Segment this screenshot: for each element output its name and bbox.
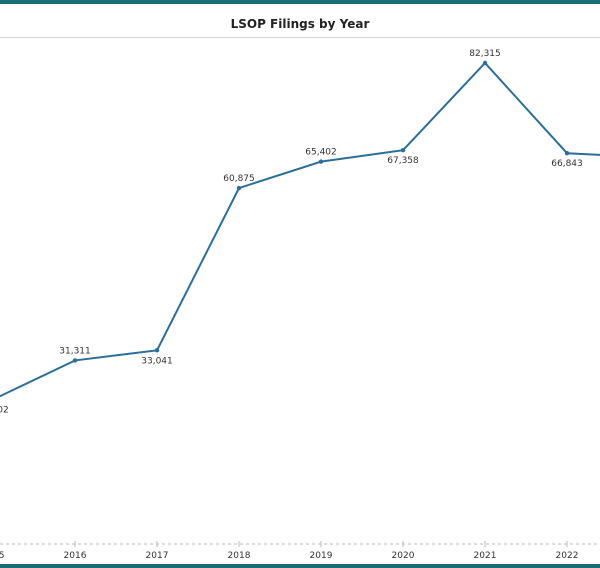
data-label: 67,358	[387, 156, 419, 166]
data-point[interactable]	[400, 148, 406, 153]
x-tick-label: 2017	[146, 551, 169, 561]
x-tick-label: 2015	[0, 551, 4, 561]
x-tick-label: 2020	[392, 551, 415, 561]
data-point[interactable]	[482, 60, 488, 66]
series-line	[0, 61, 568, 398]
series-line-continuation	[566, 152, 600, 156]
data-point[interactable]	[154, 348, 160, 353]
data-point[interactable]	[236, 185, 242, 191]
data-point[interactable]	[72, 358, 78, 363]
x-tick-label: 2016	[64, 551, 87, 561]
data-label: 66,843	[551, 159, 583, 169]
chart-title: LSOP Filings by Year	[230, 17, 370, 31]
data-label: 82,315	[469, 49, 501, 59]
x-tick-label: 2018	[228, 551, 251, 561]
data-label: 24,602	[0, 406, 9, 416]
data-point[interactable]	[318, 159, 324, 164]
data-label: 33,041	[141, 356, 173, 366]
x-tick-label: 2022	[556, 551, 579, 561]
data-label: 31,311	[59, 346, 91, 356]
bottom-frame-bar	[0, 564, 600, 568]
data-label: 65,402	[305, 148, 337, 158]
data-label: 60,875	[223, 174, 255, 184]
top-frame-bar	[0, 0, 600, 4]
x-tick-label: 2021	[474, 551, 497, 561]
x-tick-label: 2019	[310, 551, 333, 561]
data-point[interactable]	[564, 151, 570, 156]
title-divider	[0, 37, 600, 38]
